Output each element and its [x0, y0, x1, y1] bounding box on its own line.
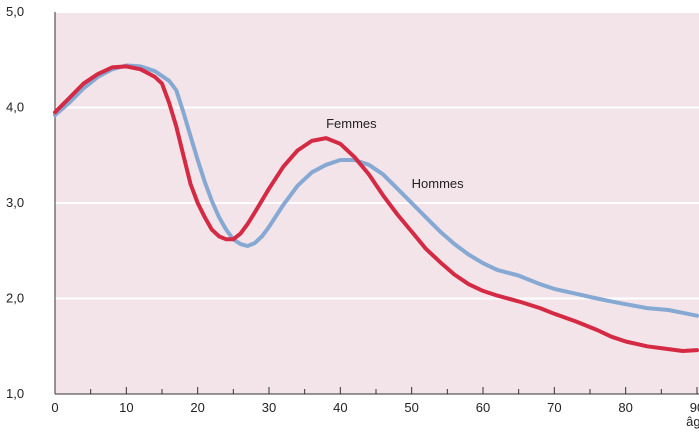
x-tick-label: 60: [476, 400, 490, 415]
x-tick-label: 30: [262, 400, 276, 415]
series-line-femmes: [53, 64, 699, 353]
series-labels: Femmes Hommes: [326, 116, 464, 191]
x-tick-label: 0: [51, 400, 58, 415]
x-axis-label: âge: [686, 414, 699, 429]
x-axis: 0 10 20 30 40 50 60 70 80 90: [51, 387, 699, 415]
x-tick-label: 90: [690, 400, 699, 415]
y-tick-label: 1,0: [6, 386, 24, 401]
x-tick-label: 80: [618, 400, 632, 415]
y-tick-label: 4,0: [6, 100, 24, 115]
x-tick-label: 50: [404, 400, 418, 415]
series-lines: [53, 63, 699, 353]
y-axis: 1,0 2,0 3,0 4,0 5,0: [6, 4, 56, 401]
y-tick-label: 3,0: [6, 195, 24, 210]
y-tick-label: 2,0: [6, 291, 24, 306]
x-tick-label: 40: [333, 400, 347, 415]
x-tick-label: 70: [547, 400, 561, 415]
series-label-hommes: Hommes: [412, 176, 465, 191]
series-label-femmes: Femmes: [326, 116, 377, 131]
y-tick-label: 5,0: [6, 4, 24, 19]
x-tick-label: 20: [190, 400, 204, 415]
series-line-hommes: [53, 63, 699, 318]
x-tick-label: 10: [119, 400, 133, 415]
